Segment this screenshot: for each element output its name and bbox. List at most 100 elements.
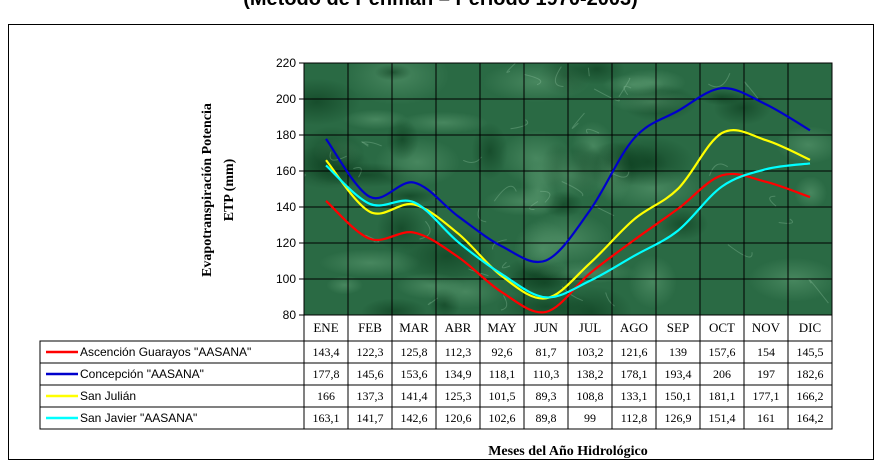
texture-vein (744, 81, 761, 102)
texture-blotch (628, 255, 677, 309)
texture-vein (365, 234, 380, 243)
table-header-cell (611, 314, 657, 342)
texture-blotch (656, 208, 709, 240)
data-label: 143,4 (313, 345, 340, 359)
texture-blotch (794, 176, 828, 210)
legend-label: San Javier "AASANA" (80, 411, 197, 425)
table-header-cell (347, 314, 393, 342)
texture-blotch (397, 226, 497, 286)
table-cell (787, 406, 833, 430)
table-header-cell (523, 314, 569, 342)
data-label: 121,6 (621, 345, 648, 359)
texture-vein (769, 195, 777, 207)
series-line-3 (325, 162, 811, 299)
texture-vein (468, 268, 489, 277)
data-label: 163,1 (313, 411, 340, 425)
data-label: 108,8 (577, 389, 604, 403)
y-tick-label: 200 (276, 92, 296, 106)
category-label: OCT (709, 320, 735, 335)
data-label: 137,3 (357, 389, 384, 403)
data-label: 92,6 (492, 345, 513, 359)
y-tick-label: 220 (276, 56, 296, 70)
data-label: 101,5 (489, 389, 516, 403)
data-label: 157,6 (709, 345, 736, 359)
legend-label: Ascención Guarayos "AASANA" (80, 345, 251, 359)
texture-vein (727, 244, 753, 258)
category-label: JUN (534, 320, 558, 335)
page-title: (Metodo de Penman – Periodo 1970-2003) (0, 0, 881, 11)
data-label: 150,1 (665, 389, 692, 403)
table-header-cell (303, 314, 349, 342)
texture-vein (571, 112, 585, 129)
y-tick-label: 160 (276, 164, 296, 178)
data-label: 142,6 (401, 411, 428, 425)
texture-vein (561, 181, 584, 197)
y-tick-label: 80 (283, 308, 297, 322)
data-label: 112,3 (445, 345, 472, 359)
series-line-2 (325, 129, 811, 300)
texture-blotch (748, 257, 832, 302)
texture-vein (524, 73, 542, 86)
texture-vein (493, 185, 517, 202)
data-label: 177,8 (313, 367, 340, 381)
data-label: 197 (757, 367, 775, 381)
texture-vein (477, 205, 487, 223)
texture-blotch (713, 90, 772, 126)
data-label: 151,4 (709, 411, 736, 425)
texture-blotch (602, 74, 665, 96)
texture-blotch (319, 249, 421, 277)
category-label: ENE (313, 320, 338, 335)
texture-vein (353, 167, 362, 178)
texture-vein (623, 85, 632, 96)
texture-vein (361, 141, 382, 147)
y-tick-label: 180 (276, 128, 296, 142)
y-axis: 80 100 120 140 160 180 200 220 (276, 56, 304, 322)
data-label: 120,6 (445, 411, 472, 425)
data-label: 103,2 (577, 345, 604, 359)
data-label: 153,6 (401, 367, 428, 381)
data-label: 164,2 (797, 411, 824, 425)
data-label: 89,3 (536, 389, 557, 403)
texture-blotch (374, 63, 412, 81)
data-label: 112,8 (621, 411, 648, 425)
texture-vein (329, 151, 347, 161)
texture-blotch (344, 63, 450, 105)
texture-vein (500, 295, 508, 311)
texture-vein (605, 292, 615, 307)
data-label: 139 (669, 345, 687, 359)
category-label: SEP (667, 320, 689, 335)
category-label: MAY (487, 320, 517, 335)
texture-vein (554, 66, 564, 87)
texture-blotch (326, 275, 364, 295)
texture-vein (618, 77, 631, 98)
data-label: 181,1 (709, 389, 736, 403)
y-tick-label: 140 (276, 200, 296, 214)
data-label: 134,9 (445, 367, 472, 381)
y-tick-label: 120 (276, 236, 296, 250)
texture-blotch (520, 211, 614, 269)
texture-vein (501, 261, 511, 269)
data-label: 133,1 (621, 389, 648, 403)
texture-blotch (482, 63, 591, 103)
data-label: 145,5 (797, 345, 824, 359)
data-label: 102,6 (489, 411, 516, 425)
table-header-cell (743, 314, 789, 342)
data-label: 206 (713, 367, 731, 381)
category-label: AGO (620, 320, 648, 335)
texture-vein (709, 163, 729, 176)
data-label: 193,4 (665, 367, 692, 381)
texture-vein (593, 88, 620, 102)
axis-labels: Evapotranspiración Potencia ETP (mm) Meses… (200, 103, 648, 459)
data-label: 122,3 (357, 345, 384, 359)
texture-blotch (382, 187, 438, 205)
category-label: NOV (752, 320, 781, 335)
data-label: 178,1 (621, 367, 648, 381)
data-label: 177,1 (753, 389, 780, 403)
texture-vein (304, 173, 306, 177)
texture-vein (587, 67, 590, 77)
data-label: 141,4 (401, 389, 428, 403)
category-label: DIC (799, 320, 821, 335)
data-label: 182,6 (797, 367, 824, 381)
texture-vein (427, 297, 438, 306)
